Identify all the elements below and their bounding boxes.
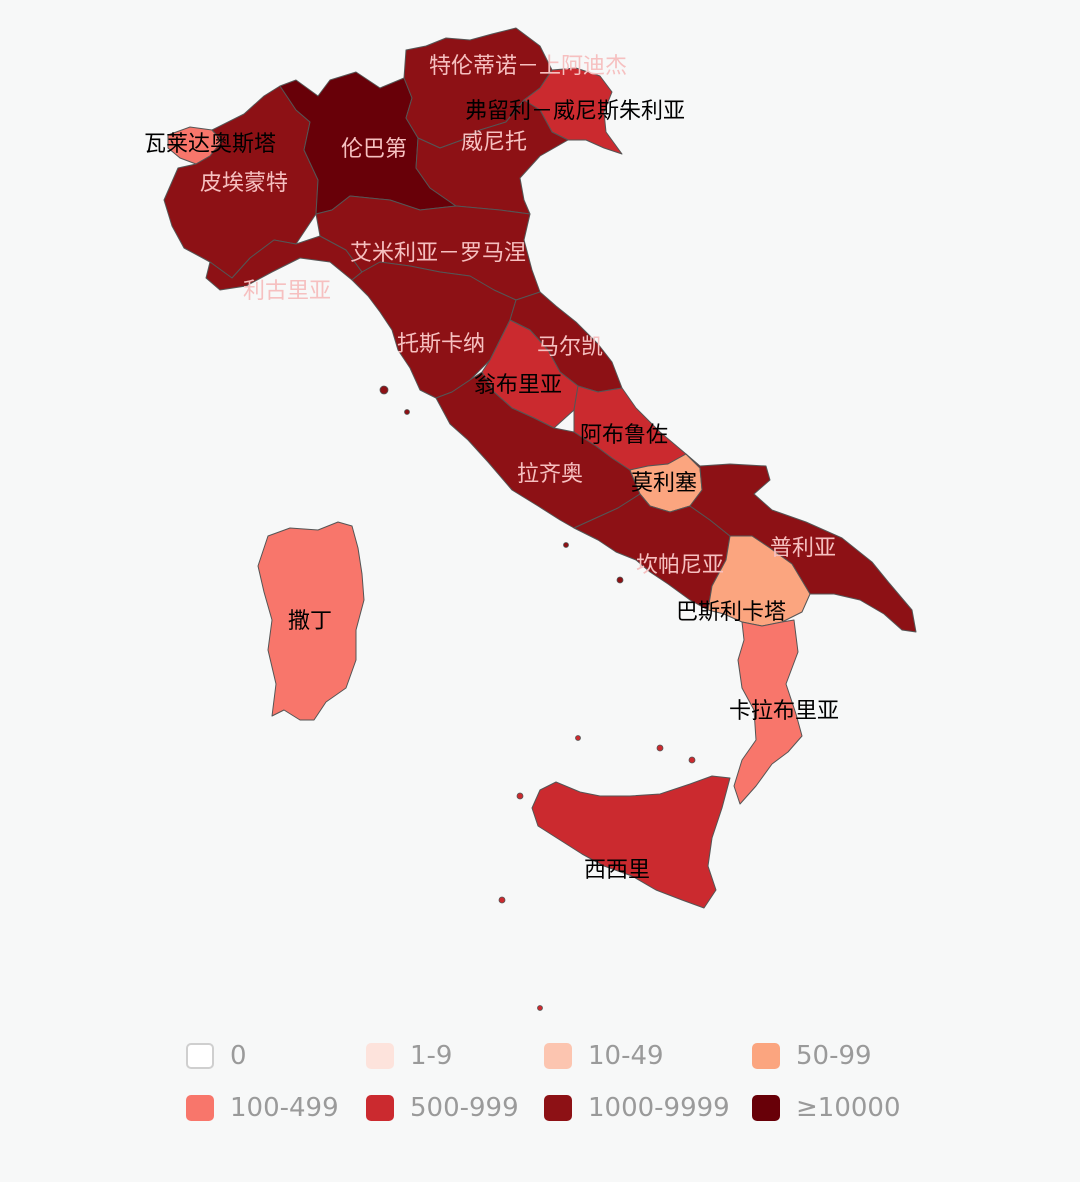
region-label-campania: 坎帕尼亚: [636, 553, 724, 578]
legend-label: 100-499: [230, 1093, 339, 1123]
region-sardegna[interactable]: [257, 521, 365, 721]
legend-label: 500-999: [410, 1093, 519, 1123]
island-lampedusa: [537, 1005, 543, 1011]
legend-item-10-49[interactable]: 10-49: [544, 1040, 664, 1072]
legend-item-1000-9999[interactable]: 1000-9999: [544, 1092, 730, 1124]
region-label-umbria: 翁布里亚: [474, 373, 562, 398]
region-label-marche: 马尔凯: [537, 335, 603, 360]
region-label-liguria: 利古里亚: [243, 279, 331, 304]
region-label-abruzzo: 阿布鲁佐: [580, 423, 668, 448]
legend-label: 1000-9999: [588, 1093, 730, 1123]
legend-label: ≥10000: [796, 1093, 901, 1123]
legend-item-50-99[interactable]: 50-99: [752, 1040, 872, 1072]
legend-label: 50-99: [796, 1041, 872, 1071]
legend-label: 0: [230, 1041, 247, 1071]
region-label-sardegna: 撒丁: [288, 609, 332, 634]
region-label-calabria: 卡拉布里亚: [729, 699, 839, 724]
region-label-lazio: 拉齐奥: [517, 462, 583, 487]
small-islands: [379, 385, 696, 1011]
island-giglio: [404, 409, 410, 415]
island-ischia: [616, 576, 624, 584]
island-elba: [379, 385, 389, 395]
region-label-friuli-venezia-giulia: 弗留利－威尼斯朱利亚: [465, 99, 685, 124]
region-sicilia[interactable]: [531, 775, 731, 909]
region-calabria[interactable]: [733, 619, 803, 805]
legend-label: 1-9: [410, 1041, 453, 1071]
island-lipari: [688, 756, 696, 764]
region-puglia[interactable]: [685, 453, 917, 633]
legend-item-500-999[interactable]: 500-999: [366, 1092, 519, 1124]
region-veneto[interactable]: [415, 99, 569, 215]
legend-swatch: [752, 1043, 780, 1069]
region-label-emilia-romagna: 艾米利亚－罗马涅: [350, 241, 526, 266]
legend-item-0[interactable]: 0: [186, 1040, 247, 1072]
legend-swatch: [366, 1043, 394, 1069]
legend-label: 10-49: [588, 1041, 664, 1071]
island-egadi: [516, 792, 524, 800]
legend-item-100-499[interactable]: 100-499: [186, 1092, 339, 1124]
region-label-lombardia: 伦巴第: [341, 137, 407, 162]
legend-swatch: [366, 1095, 394, 1121]
island-ponza: [563, 542, 569, 548]
legend-item-10000-plus[interactable]: ≥10000: [752, 1092, 901, 1124]
legend-swatch: [544, 1043, 572, 1069]
region-label-sicilia: 西西里: [584, 858, 650, 883]
region-label-toscana: 托斯卡纳: [397, 332, 485, 357]
legend-swatch: [752, 1095, 780, 1121]
island-ustica: [575, 735, 581, 741]
region-label-trentino-alto-adige: 特伦蒂诺－上阿迪杰: [429, 54, 627, 79]
legend-item-1-9[interactable]: 1-9: [366, 1040, 452, 1072]
legend-swatch: [186, 1095, 214, 1121]
region-label-puglia: 普利亚: [770, 536, 836, 561]
legend-swatch: [544, 1095, 572, 1121]
island-pantelleria: [498, 896, 506, 904]
island-stromboli: [656, 744, 664, 752]
region-label-piemonte: 皮埃蒙特: [200, 171, 288, 196]
region-label-veneto: 威尼托: [461, 130, 527, 155]
region-label-basilicata: 巴斯利卡塔: [676, 600, 786, 625]
region-label-molise: 莫利塞: [631, 471, 697, 496]
legend-swatch: [186, 1043, 214, 1069]
region-label-valle-d-aosta: 瓦莱达奥斯塔: [144, 132, 276, 157]
